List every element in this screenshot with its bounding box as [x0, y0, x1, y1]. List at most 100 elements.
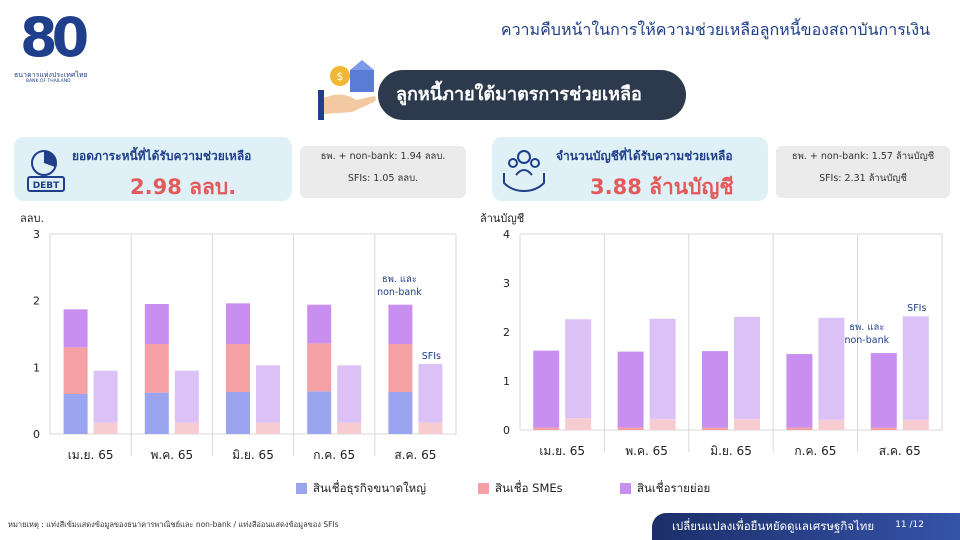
legend-retail: สินเชื่อรายย่อย — [620, 480, 710, 496]
bank-bar-sme — [226, 344, 250, 392]
bank-group-label: non-bank — [844, 335, 889, 346]
sfi-bar-retail — [565, 319, 592, 419]
bank-bar-sme — [307, 343, 332, 392]
y-tick-label: 3 — [33, 228, 40, 241]
footnote: หมายเหตุ : แท่งสีเข้มแสดงข้อมูลของธนาคาร… — [8, 520, 339, 529]
y-tick-label: 0 — [33, 428, 40, 441]
debt-kpi-value: 2.98 ลลบ. — [130, 175, 237, 199]
sfi-bar-sme — [818, 419, 845, 430]
debt-note-bank: ธพ. + non-bank: 1.94 ลลบ. — [320, 151, 446, 162]
sfi-bar-retail — [174, 370, 199, 423]
y-tick-label: 0 — [503, 424, 510, 437]
sfi-group-label: SFIs — [422, 351, 441, 362]
page-number: 11 /12 — [895, 520, 924, 530]
sfi-bar-sme — [734, 419, 760, 430]
footer-slogan: เปลี่ยนแปลงเพื่อยืนหยัดดูแลเศรษฐกิจไทย — [672, 519, 875, 533]
y-tick-label: 4 — [503, 228, 510, 241]
x-tick-label: พ.ค. 65 — [150, 448, 193, 462]
accounts-breakdown-note: ธพ. + non-bank: 1.57 ล้านบัญชี SFIs: 2.3… — [776, 146, 950, 198]
debt-kpi-card: DEBT ยอดภาระหนี้ที่ได้รับความช่วยเหลือ 2… — [14, 137, 292, 201]
bank-group-label: ธพ. และ — [849, 322, 884, 333]
bank-bar-retail — [307, 304, 332, 344]
bank-bar-sme — [388, 344, 413, 392]
legend-label-large-business: สินเชื่อธุรกิจขนาดใหญ่ — [313, 481, 427, 495]
bank-bar-sme — [144, 344, 169, 393]
bank-group-label: ธพ. และ — [382, 274, 417, 285]
sfi-bar-retail — [256, 365, 280, 423]
svg-text:$: $ — [337, 70, 344, 83]
debt-chart-icon: DEBT — [27, 150, 65, 192]
legend-label-retail: สินเชื่อรายย่อย — [637, 481, 711, 495]
accounts-kpi-card: จำนวนบัญชีที่ได้รับความช่วยเหลือ 3.88 ล้… — [492, 137, 768, 201]
bank-bar-retail — [702, 351, 728, 428]
y-tick-label: 1 — [503, 375, 510, 388]
x-tick-label: พ.ค. 65 — [625, 444, 668, 458]
x-tick-label: ส.ค. 65 — [879, 444, 921, 458]
footer-bar: เปลี่ยนแปลงเพื่อยืนหยัดดูแลเศรษฐกิจไทย 1… — [652, 513, 960, 540]
logo-bank-name-th: ธนาคารแห่งประเทศไทย — [14, 71, 88, 79]
legend-large-business: สินเชื่อธุรกิจขนาดใหญ่ — [296, 480, 426, 496]
sfi-bar-retail — [818, 317, 845, 420]
bank-bar-sme — [786, 427, 813, 430]
accounts-kpi-value: 3.88 ล้านบัญชี — [590, 175, 734, 199]
bank-bar-retail — [144, 304, 169, 344]
y-tick-label: 2 — [33, 295, 40, 308]
bank-bar-retail — [388, 304, 413, 344]
y-tick-label: 2 — [503, 326, 510, 339]
sfi-bar-sme — [174, 422, 199, 434]
legend-label-sme: สินเชื่อ SMEs — [495, 481, 563, 495]
accounts-note-bank: ธพ. + non-bank: 1.57 ล้านบัญชี — [791, 151, 935, 162]
accounts-kpi-label: จำนวนบัญชีที่ได้รับความช่วยเหลือ — [556, 149, 733, 163]
sfi-bar-sme — [93, 422, 118, 434]
x-tick-label: ส.ค. 65 — [394, 448, 436, 462]
sfi-bar-sme — [256, 422, 280, 434]
bank-bar-sme — [702, 427, 728, 430]
bank-bar-sme — [870, 427, 897, 430]
sfi-bar-retail — [649, 318, 676, 420]
sfi-group-label: SFIs — [907, 303, 926, 314]
money-hand-icon: $ — [318, 60, 376, 120]
bank-logo: 80 ธนาคารแห่งประเทศไทย BANK OF THAILAND — [14, 6, 89, 84]
bank-bar-sme — [533, 427, 560, 430]
left-chart-unit: ลลบ. — [20, 212, 44, 225]
x-tick-label: มิ.ย. 65 — [232, 448, 274, 462]
x-tick-label: ก.ค. 65 — [794, 444, 836, 458]
legend-swatch-sme — [478, 483, 489, 494]
bank-bar-retail — [786, 354, 813, 428]
page-title: ความคืบหน้าในการให้ความช่วยเหลือลูกหนี้ข… — [500, 20, 930, 39]
plot-frame — [49, 233, 457, 435]
bank-bar-large-business — [307, 391, 332, 434]
debt-icon-text: DEBT — [33, 181, 60, 191]
bank-bar-retail — [870, 353, 897, 428]
sfi-bar-sme — [565, 418, 592, 430]
sfi-bar-retail — [418, 364, 443, 423]
bank-bar-large-business — [63, 394, 88, 434]
debt-kpi-label: ยอดภาระหนี้ที่ได้รับความช่วยเหลือ — [72, 149, 252, 163]
sfi-bar-retail — [734, 316, 760, 420]
logo-anniversary-number: 80 — [20, 6, 89, 69]
bank-bar-large-business — [144, 392, 169, 434]
right-chart-unit: ล้านบัญชี — [480, 212, 525, 225]
sfi-bar-retail — [902, 316, 929, 420]
sfi-bar-sme — [418, 422, 443, 434]
sfi-bar-retail — [93, 370, 118, 423]
x-tick-label: เม.ย. 65 — [539, 444, 585, 458]
x-tick-label: มิ.ย. 65 — [710, 444, 752, 458]
people-hands-icon — [503, 150, 545, 193]
y-tick-label: 3 — [503, 277, 510, 290]
bank-bar-sme — [63, 347, 88, 394]
bank-bar-large-business — [226, 392, 250, 434]
bank-bar-retail — [226, 303, 250, 344]
sfi-bar-sme — [902, 419, 929, 430]
sfi-bar-sme — [337, 422, 362, 434]
bank-bar-sme — [617, 427, 644, 430]
debt-note-sfi: SFIs: 1.05 ลลบ. — [347, 173, 419, 184]
sfi-bar-retail — [337, 365, 362, 423]
bank-group-label: non-bank — [377, 287, 422, 298]
accounts-chart: 0 1 2 3 4 เม.ย. 65 พ.ค. 65 มิ.ย. 65 ก.ค. 65 ส.ค. … — [503, 228, 943, 458]
logo-bank-name-en: BANK OF THAILAND — [26, 79, 71, 84]
y-tick-label: 1 — [33, 361, 40, 374]
debt-chart: 0 1 2 3 เม.ย. 65 พ.ค. 65 มิ.ย. 65 ก.ค. 65 ส.ค. 6… — [33, 228, 457, 462]
sfi-bar-sme — [649, 419, 676, 430]
x-tick-label: เม.ย. 65 — [68, 448, 114, 462]
